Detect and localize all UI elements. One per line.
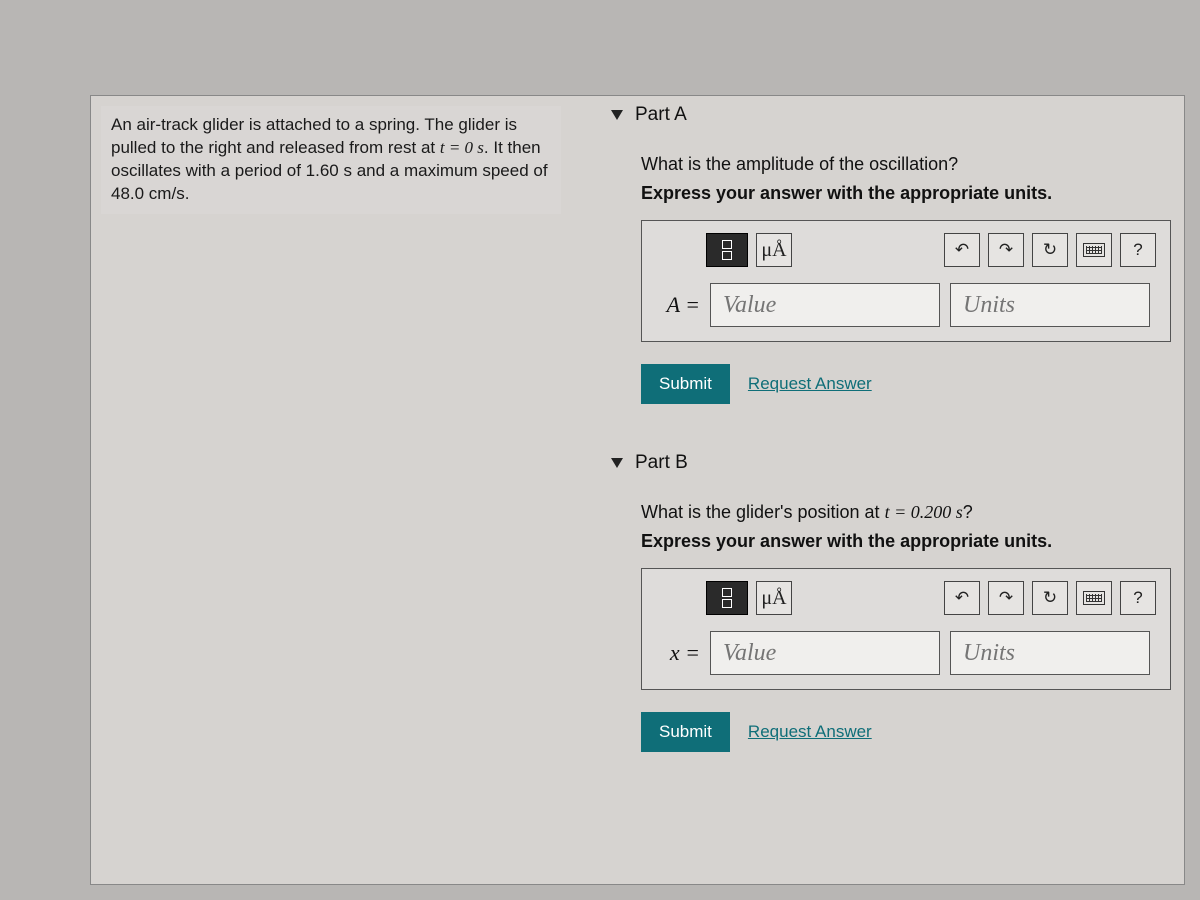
problem-period: 1.60 s	[306, 161, 352, 180]
problem-vmax: 48.0 cm/s	[111, 184, 185, 203]
problem-statement: An air-track glider is attached to a spr…	[101, 106, 561, 214]
assignment-page: An air-track glider is attached to a spr…	[90, 95, 1185, 885]
keyboard-button[interactable]	[1076, 233, 1112, 267]
undo-button[interactable]: ↶	[944, 581, 980, 615]
part-b-value-input[interactable]	[710, 631, 940, 675]
problem-text-mid2: and a maximum speed of	[352, 161, 548, 180]
part-b-title: Part B	[635, 452, 688, 474]
part-b-instruction: Express your answer with the appropriate…	[641, 531, 1186, 552]
problem-t0: t = 0 s	[440, 138, 484, 157]
template-button[interactable]	[706, 233, 748, 267]
template-button[interactable]	[706, 581, 748, 615]
part-b-answer-panel: μÅ ↶ ↷ ↻ ? x =	[641, 568, 1171, 690]
part-a-toolbar: μÅ ↶ ↷ ↻ ?	[706, 233, 1156, 267]
part-a-answer-panel: μÅ ↶ ↷ ↻ ? A =	[641, 220, 1171, 342]
part-b-answer-row: x =	[656, 631, 1156, 675]
keyboard-icon	[1083, 591, 1105, 605]
collapse-caret-icon[interactable]	[611, 110, 623, 120]
part-b-actions: Submit Request Answer	[641, 712, 1186, 752]
part-a-value-input[interactable]	[710, 283, 940, 327]
part-a-actions: Submit Request Answer	[641, 364, 1186, 404]
fraction-icon	[722, 588, 732, 608]
part-b-question-time: t = 0.200 s	[885, 502, 963, 522]
redo-button[interactable]: ↷	[988, 233, 1024, 267]
part-a-answer-row: A =	[656, 283, 1156, 327]
part-a-title: Part A	[635, 104, 687, 126]
part-b-header[interactable]: Part B	[611, 444, 1186, 488]
help-button[interactable]: ?	[1120, 233, 1156, 267]
part-b-question: What is the glider's position at t = 0.2…	[641, 502, 1186, 523]
part-a-submit-button[interactable]: Submit	[641, 364, 730, 404]
part-a-instruction: Express your answer with the appropriate…	[641, 183, 1186, 204]
fraction-icon	[722, 240, 732, 260]
help-button[interactable]: ?	[1120, 581, 1156, 615]
redo-button[interactable]: ↷	[988, 581, 1024, 615]
undo-button[interactable]: ↶	[944, 233, 980, 267]
reset-button[interactable]: ↻	[1032, 233, 1068, 267]
part-b-units-input[interactable]	[950, 631, 1150, 675]
part-a-block: Part A What is the amplitude of the osci…	[611, 96, 1186, 404]
part-a-request-answer-link[interactable]: Request Answer	[748, 374, 872, 394]
part-b-block: Part B What is the glider's position at …	[611, 444, 1186, 752]
part-b-question-suffix: ?	[963, 502, 973, 522]
part-b-submit-button[interactable]: Submit	[641, 712, 730, 752]
part-a-units-input[interactable]	[950, 283, 1150, 327]
part-b-question-prefix: What is the glider's position at	[641, 502, 885, 522]
part-b-var-label: x =	[656, 640, 700, 666]
reset-button[interactable]: ↻	[1032, 581, 1068, 615]
right-panel: Part A What is the amplitude of the osci…	[611, 96, 1186, 792]
part-a-question: What is the amplitude of the oscillation…	[641, 154, 1186, 175]
keyboard-icon	[1083, 243, 1105, 257]
collapse-caret-icon[interactable]	[611, 458, 623, 468]
part-b-request-answer-link[interactable]: Request Answer	[748, 722, 872, 742]
part-a-var-label: A =	[656, 292, 700, 318]
part-b-toolbar: μÅ ↶ ↷ ↻ ?	[706, 581, 1156, 615]
units-symbol-button[interactable]: μÅ	[756, 233, 792, 267]
units-symbol-button[interactable]: μÅ	[756, 581, 792, 615]
problem-text-suffix: .	[185, 184, 190, 203]
part-a-header[interactable]: Part A	[611, 96, 1186, 140]
keyboard-button[interactable]	[1076, 581, 1112, 615]
